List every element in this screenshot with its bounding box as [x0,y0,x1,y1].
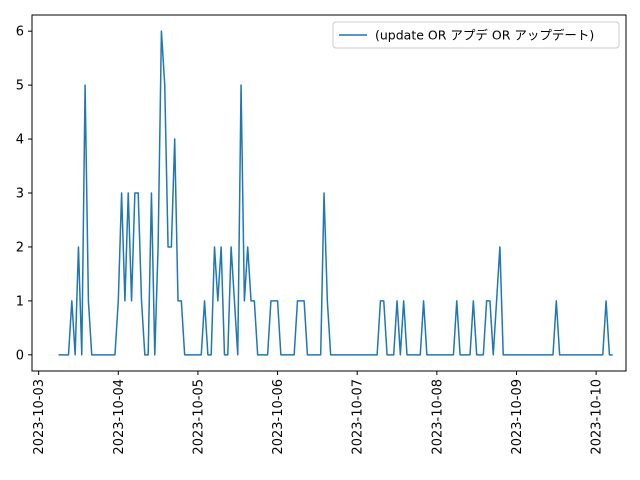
legend-box [332,21,620,49]
y-tick-label: 5 [16,79,24,94]
x-tick-label: 2023-10-04 [112,379,127,455]
legend-label: (update OR アプデ OR アップデート) [375,28,594,43]
x-axis: 2023-10-03 2023-10-04 2023-10-05 2023-10-06… [32,371,605,455]
x-tick-label: 2023-10-08 [430,379,445,455]
x-tick-label: 2023-10-09 [510,379,525,455]
y-tick-label: 0 [16,348,24,363]
series-layer [58,30,613,356]
y-tick-label: 4 [16,133,24,148]
x-tick-label: 2023-10-10 [590,379,605,455]
y-axis: 0 1 2 3 4 5 6 [16,25,32,363]
series-line-0 [58,30,613,356]
y-tick-label: 2 [16,240,24,255]
y-tick-label: 6 [16,25,24,40]
x-tick-label: 2023-10-07 [351,379,366,455]
x-tick-label: 2023-10-05 [191,379,206,455]
x-tick-label: 2023-10-03 [32,379,47,455]
y-tick-label: 1 [16,294,24,309]
plot-background [32,15,626,371]
legend[interactable]: (update OR アプデ OR アップデート) [332,21,620,49]
x-tick-label: 2023-10-06 [271,379,286,455]
y-tick-label: 3 [16,187,24,202]
